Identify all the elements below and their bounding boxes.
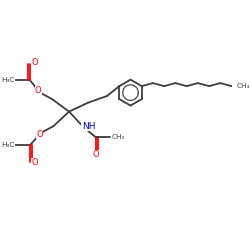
Text: H₃C: H₃C — [2, 77, 15, 83]
Text: O: O — [32, 58, 38, 67]
Text: O: O — [35, 86, 42, 95]
Text: H₃C: H₃C — [2, 142, 15, 148]
Text: O: O — [32, 158, 38, 167]
Text: NH: NH — [82, 122, 95, 131]
Text: CH₃: CH₃ — [111, 134, 125, 140]
Text: O: O — [92, 150, 99, 160]
Text: O: O — [36, 130, 43, 139]
Text: CH₃: CH₃ — [236, 83, 250, 89]
